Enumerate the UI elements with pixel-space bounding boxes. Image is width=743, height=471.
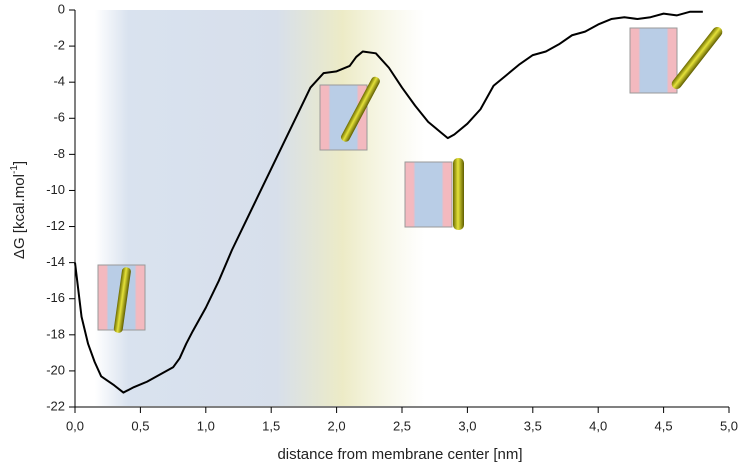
x-tick-label: 0,5 [131,418,149,433]
y-tick-label: -18 [46,326,65,341]
y-axis-title-sup: -1 [9,165,20,174]
y-axis-title: ΔG [kcal.mol-1] [9,161,28,259]
x-tick-label: 1,0 [197,418,215,433]
x-tick-label: 2,0 [328,418,346,433]
y-tick-label: -2 [53,38,65,53]
y-tick-label: -22 [46,398,65,413]
x-tick-label: 0,0 [66,418,84,433]
x-tick-label: 1,5 [262,418,280,433]
y-tick-label: -16 [46,290,65,305]
y-tick-label: -14 [46,254,65,269]
x-tick-label: 5,0 [720,418,738,433]
y-tick-label: -8 [53,146,65,161]
membrane-background [95,10,425,406]
y-axis-title-main: ΔG [kcal.mol [11,174,28,259]
x-tick-label: 3,0 [458,418,476,433]
x-tick-label: 4,5 [655,418,673,433]
inset [629,26,723,94]
x-axis-title: distance from membrane center [nm] [277,446,522,463]
inset [404,158,464,230]
line [74,10,703,394]
y-tick-label: -4 [53,74,65,89]
y-tick-label: -10 [46,182,65,197]
x-tick-label: 2,5 [393,418,411,433]
y-tick-label: -20 [46,362,65,377]
x-tick-label: 3,5 [524,418,542,433]
x-tick-label: 4,0 [589,418,607,433]
y-tick-label: -12 [46,218,65,233]
y-tick-label: 0 [58,1,65,16]
y-axis-title-end: ] [11,161,28,165]
inset [319,76,380,151]
inset [97,264,146,333]
y-tick-label: -6 [53,110,65,125]
